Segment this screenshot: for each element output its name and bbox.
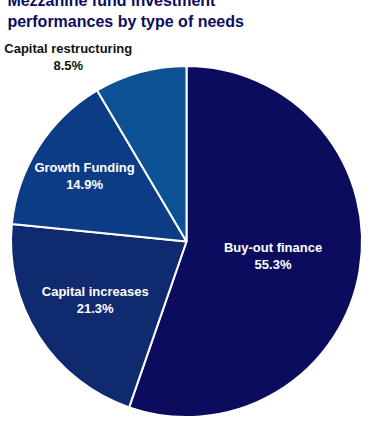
- svg-text:Capital restructuring8.5%: Capital restructuring8.5%: [4, 41, 132, 73]
- svg-text:Buy-out finance55.3%: Buy-out finance55.3%: [224, 240, 322, 272]
- svg-text:Capital increases21.3%: Capital increases21.3%: [42, 284, 149, 316]
- svg-text:Growth Funding14.9%: Growth Funding14.9%: [34, 160, 134, 192]
- svg-text:Mezzanine fund investmentperfo: Mezzanine fund investmentperformances by…: [7, 0, 244, 30]
